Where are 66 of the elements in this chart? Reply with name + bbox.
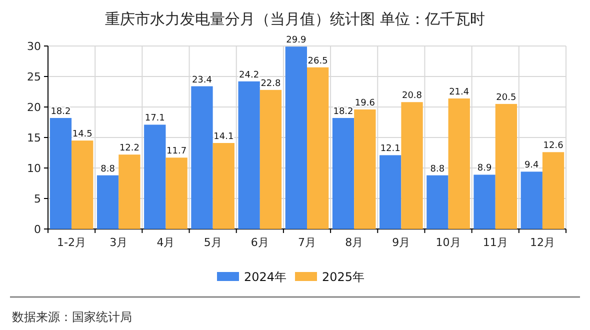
data-label: 18.2 [333,106,354,117]
bar [118,154,140,229]
x-tick-label: 9月 [392,236,410,249]
bar [166,158,188,229]
data-label: 19.6 [354,98,376,108]
data-label: 12.1 [380,144,400,154]
data-label: 20.5 [496,92,516,103]
y-tick-label: 25 [27,70,41,84]
data-label: 21.4 [449,87,470,98]
x-tick-label: 5月 [204,236,222,249]
bar [448,98,470,229]
legend-label: 2024年 [244,270,287,284]
bar [238,81,260,229]
x-tick-label: 3月 [110,236,128,249]
data-label: 12.2 [119,144,140,154]
x-tick-label: 1-2月 [57,236,86,249]
x-tick-label: 12月 [530,236,555,249]
y-tick-label: 30 [27,40,41,53]
bar [96,175,119,229]
y-tick-label: 20 [27,101,41,114]
bar [474,174,496,229]
bar [354,109,376,229]
x-tick-label: 8月 [345,236,364,249]
bar [401,102,423,229]
data-label: 26.5 [308,56,328,66]
bar [380,155,402,229]
data-label: 18.2 [50,106,71,117]
bar [426,175,448,229]
bar [285,46,307,229]
y-tick-label: 15 [27,132,41,144]
data-label: 14.5 [72,130,92,140]
bar [212,142,234,229]
x-tick-label: 7月 [298,236,316,249]
y-tick-label: 5 [34,192,41,206]
bar [495,104,518,229]
x-tick-label: 6月 [250,236,269,249]
bar [307,67,329,229]
data-label: 9.4 [524,160,540,171]
x-tick-label: 11月 [482,236,508,249]
bar [191,86,213,229]
data-label: 24.2 [239,70,260,80]
data-label: 11.7 [166,146,187,157]
bar [72,140,94,229]
data-label: 20.8 [402,91,422,102]
bar [520,172,542,229]
data-label: 8.8 [100,164,116,174]
legend-label: 2025年 [322,270,365,284]
data-label: 23.4 [192,75,212,86]
source-note: 数据来源：国家统计局 [12,310,132,324]
data-label: 22.8 [260,78,282,89]
data-label: 29.9 [286,36,306,46]
bar [50,118,72,229]
y-tick-label: 0 [34,223,41,236]
data-label: 14.1 [214,132,234,142]
bar [332,118,354,229]
data-label: 12.6 [543,141,564,152]
data-label: 17.1 [144,114,165,124]
bar [542,152,564,229]
bar [260,90,282,229]
x-tick-label: 4月 [156,236,175,249]
data-label: 8.8 [430,164,445,174]
bar [144,124,166,229]
y-tick-label: 10 [27,162,41,175]
x-tick-label: 10月 [436,236,461,249]
data-label: 8.9 [477,164,492,174]
chart-title: 重庆市水力发电量分月（当月值）统计图 单位：亿千瓦时 [105,10,485,28]
